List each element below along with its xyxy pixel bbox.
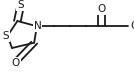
Text: O: O xyxy=(98,4,106,14)
Text: N: N xyxy=(34,21,41,31)
Text: S: S xyxy=(17,0,24,10)
Text: O: O xyxy=(11,58,20,68)
Text: OH: OH xyxy=(130,21,134,31)
Text: S: S xyxy=(2,31,9,41)
